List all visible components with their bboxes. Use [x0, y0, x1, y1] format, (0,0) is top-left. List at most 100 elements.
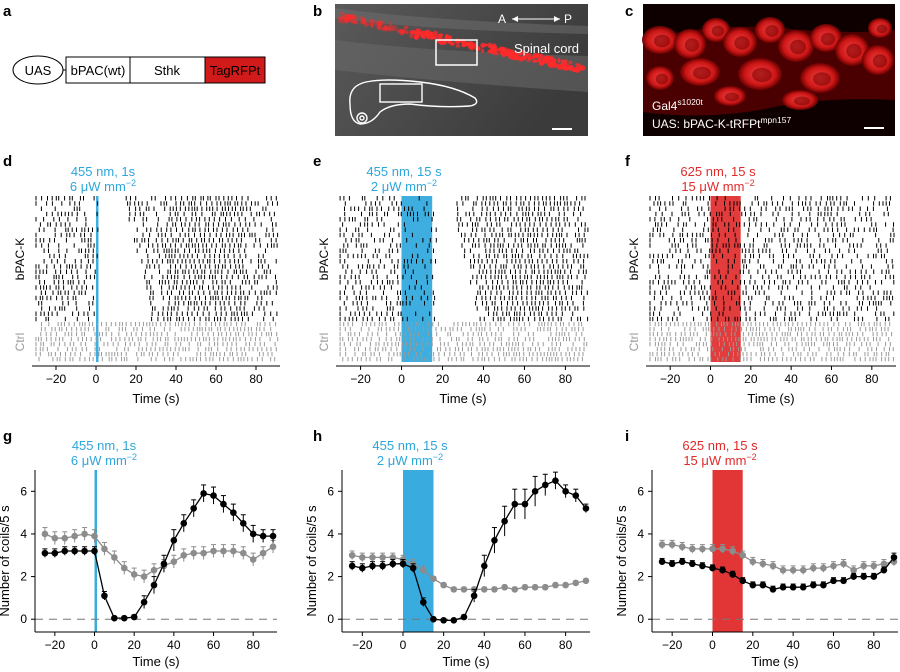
stimulus-line-1: 455 nm, 15 s	[366, 164, 442, 179]
cell-nucleus	[711, 25, 725, 37]
stimulus-line-2: 6 μW mm−2	[71, 452, 137, 468]
data-point	[658, 558, 666, 565]
red-cell	[533, 59, 537, 63]
data-point	[799, 583, 807, 591]
cell-nucleus	[876, 24, 888, 34]
red-cell	[415, 28, 421, 34]
red-cell	[559, 63, 565, 68]
x-tick-label: 40	[477, 372, 491, 386]
red-cell	[391, 28, 396, 31]
data-point	[230, 509, 237, 516]
data-point	[850, 573, 857, 580]
data-point	[719, 566, 726, 574]
data-point	[91, 547, 98, 555]
data-point	[239, 549, 247, 557]
y-tick-label: 4	[20, 527, 27, 541]
red-cell	[487, 49, 492, 54]
data-point	[71, 532, 78, 540]
y-tick-label: 6	[20, 484, 27, 498]
data-point	[369, 554, 376, 561]
stimulus-bar	[96, 196, 99, 362]
y-tick-label: 2	[637, 570, 644, 584]
bpac-block-label: bPAC(wt)	[71, 63, 126, 78]
data-point	[420, 598, 427, 606]
data-point	[200, 490, 207, 497]
stimulus-line-2: 15 μW mm−2	[683, 452, 756, 468]
x-axis-label: Time (s)	[747, 391, 794, 406]
data-point	[531, 583, 539, 591]
data-point	[870, 573, 878, 580]
stimulus-line-2: 2 μW mm−2	[371, 178, 437, 194]
data-point	[890, 554, 898, 561]
x-tick-label: 60	[518, 638, 532, 652]
data-point	[511, 586, 519, 593]
red-cell	[548, 62, 553, 67]
red-cell	[371, 19, 375, 23]
y-axis-label: Number of coils/5 s	[0, 505, 12, 617]
cell-nucleus	[655, 73, 669, 85]
stimulus-line-1: 455 nm, 1s	[71, 164, 136, 179]
data-point	[511, 500, 519, 508]
x-tick-label: 0	[400, 638, 407, 652]
x-tick-label: 60	[825, 372, 839, 386]
data-point	[460, 613, 468, 621]
data-point	[81, 530, 88, 538]
data-point	[120, 564, 128, 572]
red-cell	[353, 20, 359, 25]
data-point	[880, 566, 888, 574]
red-cell	[409, 34, 414, 38]
red-cell	[547, 56, 552, 61]
data-point	[420, 566, 427, 574]
data-point	[779, 566, 787, 574]
red-cell	[376, 26, 383, 31]
x-tick-label: 20	[744, 372, 758, 386]
series-line	[44, 533, 274, 578]
y-axis-label: Number of coils/5 s	[614, 505, 629, 617]
data-point	[389, 560, 397, 568]
data-point	[249, 530, 257, 538]
stimulus-line-1: 455 nm, 15 s	[372, 438, 448, 453]
group-label-bpac: bPAC-K	[13, 238, 27, 280]
y-tick-label: 2	[327, 570, 334, 584]
x-tick-label: 80	[867, 638, 881, 652]
red-cell	[563, 59, 568, 63]
data-point	[582, 577, 590, 585]
group-label-ctrl: Ctrl	[627, 333, 641, 352]
panel-letter-e: e	[313, 153, 321, 170]
group-label-ctrl: Ctrl	[13, 333, 27, 352]
gal4-line: Gal4s1020t	[652, 97, 704, 113]
group-label-bpac: bPAC-K	[317, 238, 331, 280]
red-cell	[339, 11, 343, 15]
data-point	[541, 583, 549, 591]
data-point	[140, 598, 148, 606]
data-point	[880, 560, 888, 568]
red-cell	[391, 24, 398, 29]
data-point	[689, 560, 696, 568]
data-point	[170, 537, 178, 544]
data-point	[870, 562, 878, 570]
y-tick-label: 0	[327, 612, 334, 626]
data-point	[789, 566, 797, 574]
data-point	[562, 488, 569, 495]
red-cell	[568, 65, 575, 71]
red-cell	[480, 48, 485, 54]
data-point	[572, 579, 580, 587]
red-cell	[403, 25, 409, 30]
data-point	[779, 583, 787, 591]
data-point	[739, 551, 747, 559]
cell-nucleus	[820, 32, 836, 46]
data-point	[562, 581, 569, 589]
data-point	[440, 581, 447, 589]
tagrfpt-block-label: TagRFPt	[210, 63, 261, 78]
data-point	[220, 500, 227, 508]
data-point	[491, 537, 498, 544]
x-tick-label: 20	[437, 638, 451, 652]
x-tick-label: 20	[436, 372, 450, 386]
panel-letter-i: i	[625, 428, 629, 445]
red-cell	[516, 52, 520, 55]
bpac-block	[65, 56, 131, 84]
data-point	[658, 541, 666, 548]
data-point	[678, 543, 686, 551]
data-point	[61, 534, 69, 542]
red-cell	[447, 40, 452, 44]
